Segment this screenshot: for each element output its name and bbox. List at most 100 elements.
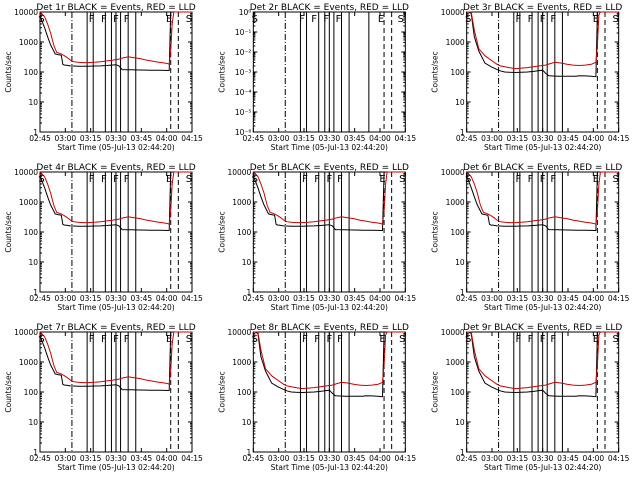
y-tick-label: 1000 — [19, 38, 38, 47]
x-tick-label: 03:00 — [481, 454, 503, 463]
y-tick-label: 1 — [460, 448, 465, 457]
y-tick-label: 10 — [455, 98, 465, 107]
x-tick-label: 03:15 — [293, 294, 315, 303]
y-tick-label: 1000 — [446, 198, 465, 207]
x-tick-label: 04:15 — [395, 294, 417, 303]
y-tick-label: 10000 — [227, 168, 251, 177]
chart-title: Det 6r BLACK = Events, RED = LLD — [463, 163, 622, 173]
y-tick-label: 100 — [24, 228, 39, 237]
x-tick-label: 04:00 — [369, 454, 391, 463]
event-marker: F — [89, 174, 95, 185]
event-marker: S — [399, 174, 405, 185]
y-tick-label: 10 — [455, 418, 465, 427]
event-marker: S — [252, 334, 258, 345]
x-tick-label: 03:00 — [268, 294, 290, 303]
event-marker: F — [326, 174, 332, 185]
y-tick-label: 10 — [242, 258, 252, 267]
event-marker: F — [299, 14, 305, 25]
x-tick-label: 03:45 — [131, 294, 153, 303]
x-tick-label: 03:00 — [481, 134, 503, 143]
event-marker: F — [326, 334, 332, 345]
chart-title: Det 2r BLACK = Events, RED = LLD — [250, 3, 409, 13]
y-axis-label: Counts/sec — [431, 51, 440, 92]
x-tick-label: 03:15 — [507, 134, 529, 143]
y-tick-label: 1000 — [446, 358, 465, 367]
series-lld-line — [466, 11, 619, 70]
x-tick-label: 03:15 — [80, 294, 102, 303]
event-marker: S — [465, 174, 471, 185]
chart-panel-2r: Det 2r BLACK = Events, RED = LLD 10⁻⁶ 10⁻⁵… — [217, 3, 416, 152]
series-lld-line — [39, 331, 192, 386]
event-marker: S — [465, 14, 471, 25]
event-marker: E — [593, 334, 599, 345]
x-tick-label: 04:00 — [369, 134, 391, 143]
y-axis-label: Counts/sec — [217, 211, 226, 252]
x-tick-label: 03:30 — [319, 454, 341, 463]
y-tick-label: 10 — [28, 418, 38, 427]
x-tick-label: 02:45 — [29, 134, 51, 143]
y-tick-label: 100 — [450, 388, 465, 397]
event-marker: S — [38, 14, 44, 25]
x-tick-label: 03:45 — [131, 454, 153, 463]
event-marker: S — [612, 174, 618, 185]
y-tick-label: 10000 — [441, 8, 465, 17]
y-axis-label: Counts/sec — [217, 51, 226, 92]
x-tick-label: 04:15 — [608, 454, 630, 463]
series-lld-line — [466, 331, 619, 390]
x-tick-label: 04:15 — [395, 134, 417, 143]
event-marker: S — [398, 14, 404, 25]
x-tick-label: 04:15 — [181, 294, 203, 303]
event-marker: E — [379, 174, 385, 185]
event-marker: F — [89, 334, 95, 345]
x-axis-label: Start Time (05-Jul-13 02:44:20) — [271, 463, 388, 472]
series-lld-line — [39, 171, 192, 226]
event-marker: F — [323, 14, 329, 25]
x-tick-label: 03:00 — [55, 294, 77, 303]
event-marker: F — [337, 334, 343, 345]
chart-title: Det 7r BLACK = Events, RED = LLD — [36, 323, 195, 333]
y-tick-label: 1000 — [19, 358, 38, 367]
chart-title: Det 5r BLACK = Events, RED = LLD — [250, 163, 409, 173]
event-marker: F — [311, 14, 317, 25]
chart-panel-1r: Det 1r BLACK = Events, RED = LLD 1 10 100 10… — [4, 3, 203, 152]
event-marker: S — [38, 174, 44, 185]
x-tick-label: 03:00 — [55, 134, 77, 143]
series-lld-line — [39, 11, 192, 66]
chart-panel-4r: Det 4r BLACK = Events, RED = LLD 1 10 100 10… — [4, 163, 203, 312]
x-axis-label: Start Time (05-Jul-13 02:44:20) — [57, 463, 174, 472]
x-tick-label: 03:00 — [268, 454, 290, 463]
y-tick-label: 10000 — [14, 8, 38, 17]
event-marker: F — [528, 174, 534, 185]
x-tick-label: 03:30 — [532, 294, 554, 303]
y-tick-label: 1000 — [446, 38, 465, 47]
event-marker: E — [593, 14, 599, 25]
event-marker: F — [113, 174, 119, 185]
x-tick-label: 03:45 — [344, 294, 366, 303]
series-events-line — [466, 331, 619, 398]
chart-panel-8r: Det 8r BLACK = Events, RED = LLD 1 10 100 10… — [217, 323, 416, 472]
y-tick-label: 1 — [33, 128, 38, 137]
y-tick-label: 10⁻³ — [235, 68, 252, 77]
x-axis-label: Start Time (05-Jul-13 02:44:20) — [271, 303, 388, 312]
event-marker: S — [612, 14, 618, 25]
x-tick-label: 03:15 — [80, 454, 102, 463]
event-marker: F — [515, 334, 521, 345]
event-marker: F — [337, 174, 343, 185]
y-axis-label: Counts/sec — [431, 211, 440, 252]
x-axis-label: Start Time (05-Jul-13 02:44:20) — [484, 303, 601, 312]
event-marker: F — [302, 334, 308, 345]
x-tick-label: 04:00 — [156, 454, 178, 463]
x-tick-label: 03:15 — [293, 454, 315, 463]
x-tick-label: 04:15 — [181, 454, 203, 463]
x-tick-label: 03:45 — [557, 454, 579, 463]
series-events-line — [39, 171, 192, 231]
event-marker: F — [515, 174, 521, 185]
y-tick-label: 100 — [237, 388, 252, 397]
y-tick-label: 10 — [28, 258, 38, 267]
x-tick-label: 03:45 — [344, 134, 366, 143]
event-marker: S — [38, 334, 44, 345]
y-tick-label: 100 — [24, 68, 39, 77]
y-tick-label: 100 — [450, 228, 465, 237]
series-events-line — [466, 171, 619, 231]
chart-panel-3r: Det 3r BLACK = Events, RED = LLD 1 10 100 10… — [431, 3, 630, 152]
